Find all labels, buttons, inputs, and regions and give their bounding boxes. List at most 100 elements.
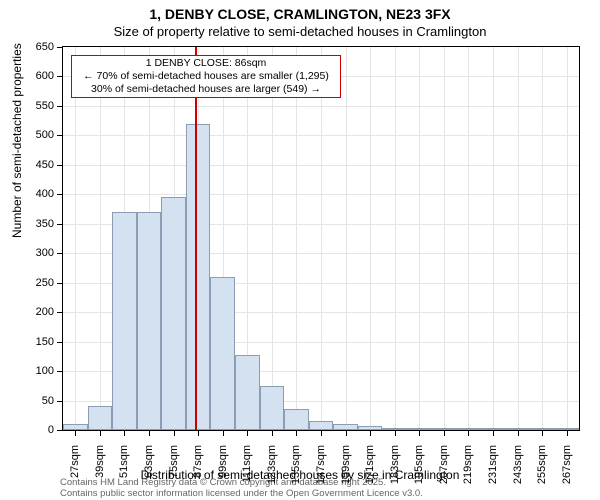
gridline-v bbox=[100, 47, 101, 430]
xtick-label: 63sqm bbox=[143, 445, 155, 495]
gridline-v bbox=[468, 47, 469, 430]
xtick-mark bbox=[493, 431, 494, 436]
xtick-mark bbox=[75, 431, 76, 436]
histogram-bar bbox=[530, 428, 555, 430]
xtick-mark bbox=[370, 431, 371, 436]
xtick-label: 183sqm bbox=[389, 445, 401, 495]
marker-line bbox=[195, 47, 197, 430]
xtick-mark bbox=[321, 431, 322, 436]
callout-box: 1 DENBY CLOSE: 86sqm← 70% of semi-detach… bbox=[71, 55, 341, 98]
ytick-label: 250 bbox=[4, 277, 54, 289]
xtick-label: 159sqm bbox=[340, 445, 352, 495]
ytick-mark bbox=[57, 401, 62, 402]
xtick-label: 243sqm bbox=[512, 445, 524, 495]
ytick-label: 650 bbox=[4, 41, 54, 53]
ytick-mark bbox=[57, 106, 62, 107]
xtick-mark bbox=[296, 431, 297, 436]
histogram-bar bbox=[505, 428, 530, 430]
ytick-label: 600 bbox=[4, 70, 54, 82]
histogram-bar bbox=[88, 406, 113, 430]
xtick-mark bbox=[100, 431, 101, 436]
xtick-label: 75sqm bbox=[168, 445, 180, 495]
ytick-mark bbox=[57, 371, 62, 372]
histogram-bar bbox=[309, 421, 334, 430]
histogram-bar bbox=[554, 428, 579, 430]
histogram-bar bbox=[186, 124, 211, 430]
xtick-label: 123sqm bbox=[266, 445, 278, 495]
gridline-v bbox=[272, 47, 273, 430]
ytick-label: 400 bbox=[4, 188, 54, 200]
xtick-label: 219sqm bbox=[462, 445, 474, 495]
ytick-label: 550 bbox=[4, 100, 54, 112]
plot-area: 1 DENBY CLOSE: 86sqm← 70% of semi-detach… bbox=[62, 46, 580, 431]
chart-container: 1, DENBY CLOSE, CRAMLINGTON, NE23 3FX Si… bbox=[0, 0, 600, 500]
gridline-v bbox=[444, 47, 445, 430]
ytick-mark bbox=[57, 135, 62, 136]
callout-line: 1 DENBY CLOSE: 86sqm bbox=[76, 57, 336, 70]
xtick-label: 195sqm bbox=[413, 445, 425, 495]
xtick-label: 27sqm bbox=[69, 445, 81, 495]
xtick-mark bbox=[198, 431, 199, 436]
xtick-label: 171sqm bbox=[364, 445, 376, 495]
xtick-mark bbox=[272, 431, 273, 436]
callout-line: 30% of semi-detached houses are larger (… bbox=[76, 83, 336, 96]
gridline-v bbox=[296, 47, 297, 430]
histogram-bar bbox=[284, 409, 309, 430]
xtick-mark bbox=[174, 431, 175, 436]
xtick-mark bbox=[542, 431, 543, 436]
ytick-mark bbox=[57, 253, 62, 254]
gridline-v bbox=[567, 47, 568, 430]
xtick-mark bbox=[444, 431, 445, 436]
ytick-mark bbox=[57, 76, 62, 77]
xtick-mark bbox=[468, 431, 469, 436]
gridline-v bbox=[542, 47, 543, 430]
histogram-bar bbox=[260, 386, 285, 430]
xtick-mark bbox=[346, 431, 347, 436]
xtick-label: 39sqm bbox=[94, 445, 106, 495]
chart-title: 1, DENBY CLOSE, CRAMLINGTON, NE23 3FX bbox=[0, 6, 600, 22]
xtick-label: 87sqm bbox=[192, 445, 204, 495]
histogram-bar bbox=[358, 426, 383, 430]
gridline-v bbox=[370, 47, 371, 430]
gridline-v bbox=[419, 47, 420, 430]
histogram-bar bbox=[333, 424, 358, 430]
xtick-label: 231sqm bbox=[487, 445, 499, 495]
ytick-label: 450 bbox=[4, 159, 54, 171]
histogram-bar bbox=[112, 212, 137, 430]
xtick-mark bbox=[124, 431, 125, 436]
gridline-v bbox=[346, 47, 347, 430]
ytick-mark bbox=[57, 312, 62, 313]
histogram-bar bbox=[63, 424, 88, 430]
histogram-bar bbox=[210, 277, 235, 430]
histogram-bar bbox=[456, 428, 481, 430]
xtick-label: 147sqm bbox=[315, 445, 327, 495]
gridline-v bbox=[395, 47, 396, 430]
histogram-bar bbox=[481, 428, 506, 430]
gridline-v bbox=[518, 47, 519, 430]
xtick-label: 111sqm bbox=[241, 445, 253, 495]
xtick-label: 207sqm bbox=[438, 445, 450, 495]
ytick-label: 100 bbox=[4, 365, 54, 377]
xtick-mark bbox=[149, 431, 150, 436]
histogram-bar bbox=[382, 428, 407, 430]
ytick-mark bbox=[57, 283, 62, 284]
histogram-bar bbox=[137, 212, 162, 430]
ytick-mark bbox=[57, 430, 62, 431]
gridline-v bbox=[493, 47, 494, 430]
ytick-label: 0 bbox=[4, 424, 54, 436]
xtick-label: 99sqm bbox=[217, 445, 229, 495]
xtick-label: 135sqm bbox=[290, 445, 302, 495]
xtick-mark bbox=[567, 431, 568, 436]
chart-subtitle: Size of property relative to semi-detach… bbox=[0, 24, 600, 39]
ytick-mark bbox=[57, 224, 62, 225]
ytick-mark bbox=[57, 165, 62, 166]
xtick-mark bbox=[395, 431, 396, 436]
histogram-bar bbox=[432, 428, 457, 430]
gridline-v bbox=[321, 47, 322, 430]
ytick-mark bbox=[57, 342, 62, 343]
xtick-mark bbox=[247, 431, 248, 436]
histogram-bar bbox=[235, 355, 260, 430]
xtick-label: 51sqm bbox=[118, 445, 130, 495]
ytick-label: 150 bbox=[4, 336, 54, 348]
xtick-mark bbox=[518, 431, 519, 436]
